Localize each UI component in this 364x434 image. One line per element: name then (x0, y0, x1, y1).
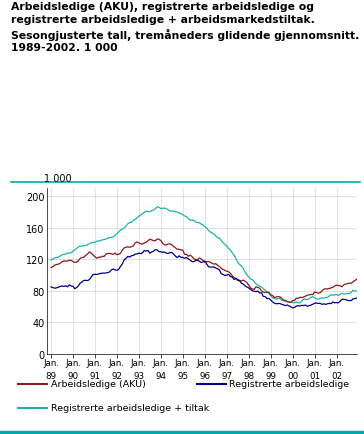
Text: 01: 01 (309, 371, 320, 380)
Text: 93: 93 (133, 371, 145, 380)
Text: Jan.: Jan. (175, 358, 191, 367)
Text: 94: 94 (155, 371, 166, 380)
Text: Registrerte arbeidsledige + tiltak: Registrerte arbeidsledige + tiltak (51, 404, 209, 412)
Text: 96: 96 (199, 371, 210, 380)
Text: 1 000: 1 000 (44, 174, 71, 184)
Text: Jan.: Jan. (241, 358, 257, 367)
Text: Jan.: Jan. (263, 358, 279, 367)
Text: 91: 91 (90, 371, 100, 380)
Text: 95: 95 (177, 371, 188, 380)
Text: Jan.: Jan. (87, 358, 103, 367)
Text: Jan.: Jan. (65, 358, 81, 367)
Text: Arbeidsledige (AKU), registrerte arbeidsledige og
registrerte arbeidsledige + ar: Arbeidsledige (AKU), registrerte arbeids… (11, 2, 359, 53)
Text: Jan.: Jan. (43, 358, 59, 367)
Text: Jan.: Jan. (329, 358, 345, 367)
Text: Jan.: Jan. (306, 358, 323, 367)
Text: Registrerte arbeidsledige: Registrerte arbeidsledige (229, 380, 349, 388)
Text: 90: 90 (67, 371, 79, 380)
Text: 99: 99 (265, 371, 276, 380)
Text: 00: 00 (287, 371, 298, 380)
Text: 98: 98 (243, 371, 254, 380)
Text: Jan.: Jan. (131, 358, 147, 367)
Text: 97: 97 (221, 371, 232, 380)
Text: Jan.: Jan. (153, 358, 169, 367)
Text: 89: 89 (46, 371, 56, 380)
Text: Jan.: Jan. (285, 358, 301, 367)
Text: Jan.: Jan. (197, 358, 213, 367)
Text: 02: 02 (331, 371, 342, 380)
Text: Jan.: Jan. (109, 358, 125, 367)
Text: Jan.: Jan. (219, 358, 235, 367)
Text: Arbeidsledige (AKU): Arbeidsledige (AKU) (51, 380, 146, 388)
Text: 92: 92 (111, 371, 122, 380)
